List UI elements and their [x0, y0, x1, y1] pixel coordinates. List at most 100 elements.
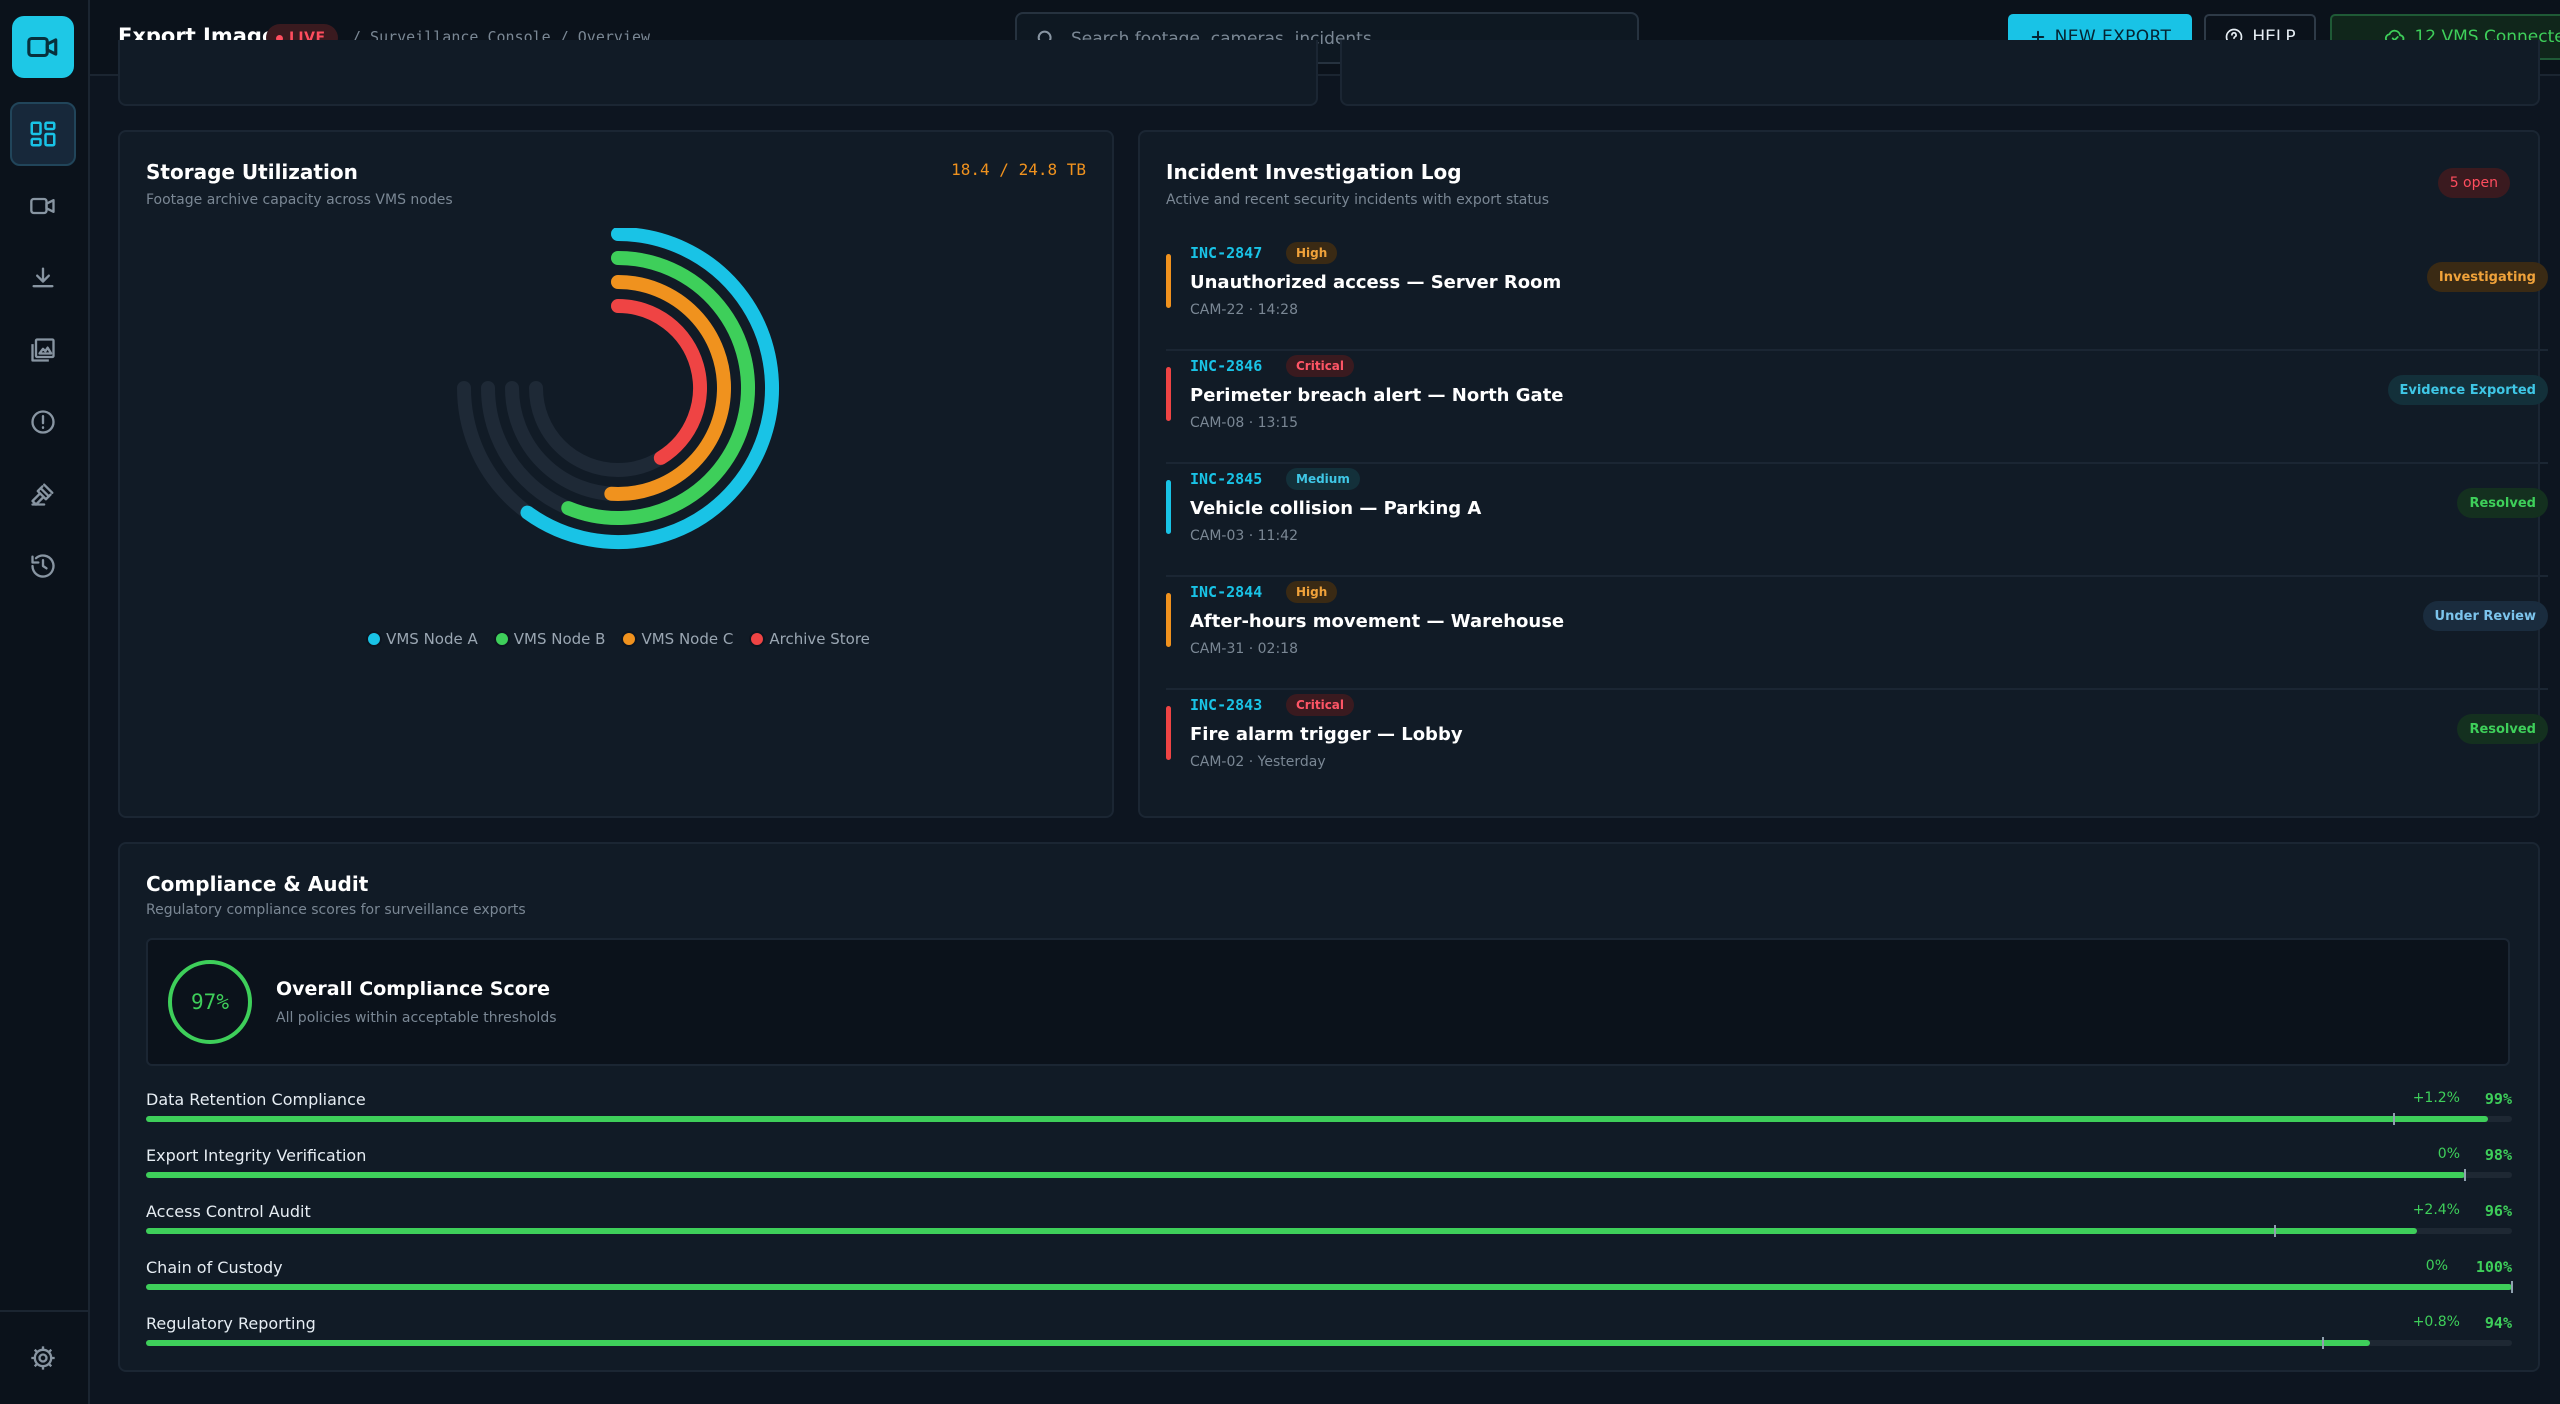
severity-badge: Medium	[1286, 468, 1360, 490]
storage-legend: VMS Node A VMS Node B VMS Node C Archive St…	[120, 630, 1116, 648]
incident-id[interactable]: INC-2846	[1190, 357, 1263, 375]
incident-row[interactable]: INC-2846 Critical Perimeter breach alert…	[1166, 351, 2548, 464]
compliance-percent: 94%	[2484, 1314, 2512, 1332]
compliance-delta: +0.8%	[2412, 1314, 2460, 1330]
incident-log-card: Incident Investigation Log Active and re…	[1138, 130, 2548, 818]
incident-status-badge[interactable]: Evidence Exported	[2387, 375, 2548, 405]
compliance-bar-fill	[146, 1284, 2512, 1290]
compliance-delta: 0%	[2437, 1146, 2460, 1162]
score-ring: 97%	[168, 960, 252, 1044]
compliance-percent: 99%	[2484, 1090, 2512, 1108]
compliance-bar-fill	[146, 1340, 2370, 1346]
sidebar-item-history[interactable]	[10, 534, 76, 598]
legend-item[interactable]: Archive Store	[749, 630, 870, 648]
video-camera-icon	[27, 36, 58, 58]
legend-swatch	[621, 631, 638, 647]
sidebar-item-dashboard[interactable]	[10, 102, 76, 166]
compliance-subtitle: Regulatory compliance scores for surveil…	[146, 902, 526, 918]
sidebar-item-gallery[interactable]	[10, 318, 76, 382]
severity-indicator	[1166, 593, 1171, 647]
settings-button[interactable]	[10, 1326, 76, 1390]
compliance-bar-track	[146, 1169, 2512, 1181]
incident-status-badge[interactable]: Investigating	[2426, 262, 2548, 292]
radial-bar-vms-node-c[interactable]	[604, 275, 731, 501]
dashboard-icon	[30, 121, 56, 147]
storage-subtitle: Footage archive capacity across VMS node…	[146, 192, 453, 208]
legend-swatch	[749, 631, 766, 647]
sidebar-item-cameras[interactable]	[10, 174, 76, 238]
compliance-target-marker	[2511, 1281, 2513, 1293]
incident-subtitle: Active and recent security incidents wit…	[1166, 192, 1550, 208]
severity-badge: Critical	[1286, 694, 1355, 716]
severity-badge: Critical	[1286, 355, 1355, 377]
storage-utilization-card: Storage Utilization Footage archive capa…	[118, 130, 1114, 818]
incident-id[interactable]: INC-2843	[1190, 696, 1263, 714]
legend-item[interactable]: VMS Node B	[493, 630, 605, 648]
compliance-row: Access Control Audit +2.4% 96%	[146, 1202, 2512, 1258]
incident-row[interactable]: INC-2845 Medium Vehicle collision — Park…	[1166, 464, 2548, 577]
severity-indicator	[1166, 706, 1171, 760]
incident-meta: CAM-08 · 13:15	[1190, 415, 1298, 431]
incident-meta: CAM-03 · 11:42	[1190, 528, 1298, 544]
sidebar-footer	[0, 1310, 90, 1404]
incident-title: Vehicle collision — Parking A	[1190, 498, 1482, 519]
incident-row[interactable]: INC-2843 Critical Fire alarm trigger — L…	[1166, 690, 2548, 803]
download-icon	[32, 267, 54, 288]
compliance-bar-fill	[146, 1172, 2465, 1178]
incident-title: Fire alarm trigger — Lobby	[1190, 724, 1463, 745]
legend-label: VMS Node C	[641, 630, 734, 648]
camera-icon	[30, 197, 55, 215]
incident-status-badge[interactable]: Resolved	[2457, 488, 2548, 518]
compliance-row: Export Integrity Verification 0% 98%	[146, 1146, 2512, 1202]
alert-icon	[31, 410, 55, 434]
incident-status-badge[interactable]: Under Review	[2422, 601, 2548, 631]
storage-radial-chart	[457, 228, 779, 549]
incident-id[interactable]: INC-2845	[1190, 470, 1263, 488]
legend-swatch	[366, 631, 383, 647]
radial-bar-vms-node-b[interactable]	[561, 251, 755, 525]
incident-row[interactable]: INC-2847 High Unauthorized access — Serv…	[1166, 238, 2548, 351]
compliance-target-marker	[2393, 1113, 2395, 1125]
compliance-bar-fill	[146, 1116, 2488, 1122]
incident-id[interactable]: INC-2844	[1190, 583, 1263, 601]
compliance-card: Compliance & Audit Regulatory compliance…	[118, 842, 2540, 1372]
compliance-delta: +2.4%	[2412, 1202, 2460, 1218]
legend-swatch	[493, 631, 510, 647]
compliance-bar-fill	[146, 1228, 2417, 1234]
open-count-badge: 5 open	[2437, 168, 2510, 198]
compliance-percent: 98%	[2484, 1146, 2512, 1164]
incident-status-badge[interactable]: Resolved	[2457, 714, 2548, 744]
gear-icon	[31, 1346, 55, 1370]
compliance-delta: 0%	[2425, 1258, 2448, 1274]
compliance-target-marker	[2464, 1169, 2466, 1181]
storage-title: Storage Utilization	[146, 160, 358, 184]
sidebar-item-evidence[interactable]	[10, 462, 76, 526]
severity-indicator	[1166, 480, 1171, 534]
overall-score-panel: 97% Overall Compliance Score All policie…	[146, 938, 2510, 1066]
legend-item[interactable]: VMS Node C	[621, 630, 733, 648]
app-logo[interactable]	[12, 16, 74, 78]
legend-item[interactable]: VMS Node A	[366, 630, 478, 648]
radial-bar-archive-store[interactable]	[611, 299, 707, 465]
compliance-bar-track	[146, 1337, 2512, 1349]
compliance-label: Data Retention Compliance	[146, 1090, 366, 1109]
compliance-row: Data Retention Compliance +1.2% 99%	[146, 1090, 2512, 1146]
compliance-percent: 96%	[2484, 1202, 2512, 1220]
gavel-icon	[31, 483, 54, 506]
incident-title: After-hours movement — Warehouse	[1190, 611, 1565, 632]
live-dot-icon	[276, 34, 283, 42]
compliance-label: Chain of Custody	[146, 1258, 283, 1277]
previous-card-right	[1340, 40, 2540, 106]
incident-id[interactable]: INC-2847	[1190, 244, 1263, 262]
compliance-row: Chain of Custody 0% 100%	[146, 1258, 2513, 1314]
severity-badge: High	[1286, 581, 1338, 603]
history-icon	[31, 554, 55, 578]
compliance-bar-track	[146, 1113, 2512, 1125]
compliance-bar-track	[146, 1225, 2512, 1237]
compliance-target-marker	[2322, 1337, 2324, 1349]
incident-meta: CAM-02 · Yesterday	[1190, 754, 1326, 770]
sidebar-item-exports[interactable]	[10, 246, 76, 310]
incident-row[interactable]: INC-2844 High After-hours movement — War…	[1166, 577, 2548, 690]
sidebar-item-alerts[interactable]	[10, 390, 76, 454]
radial-bar-vms-node-a[interactable]	[520, 228, 779, 549]
